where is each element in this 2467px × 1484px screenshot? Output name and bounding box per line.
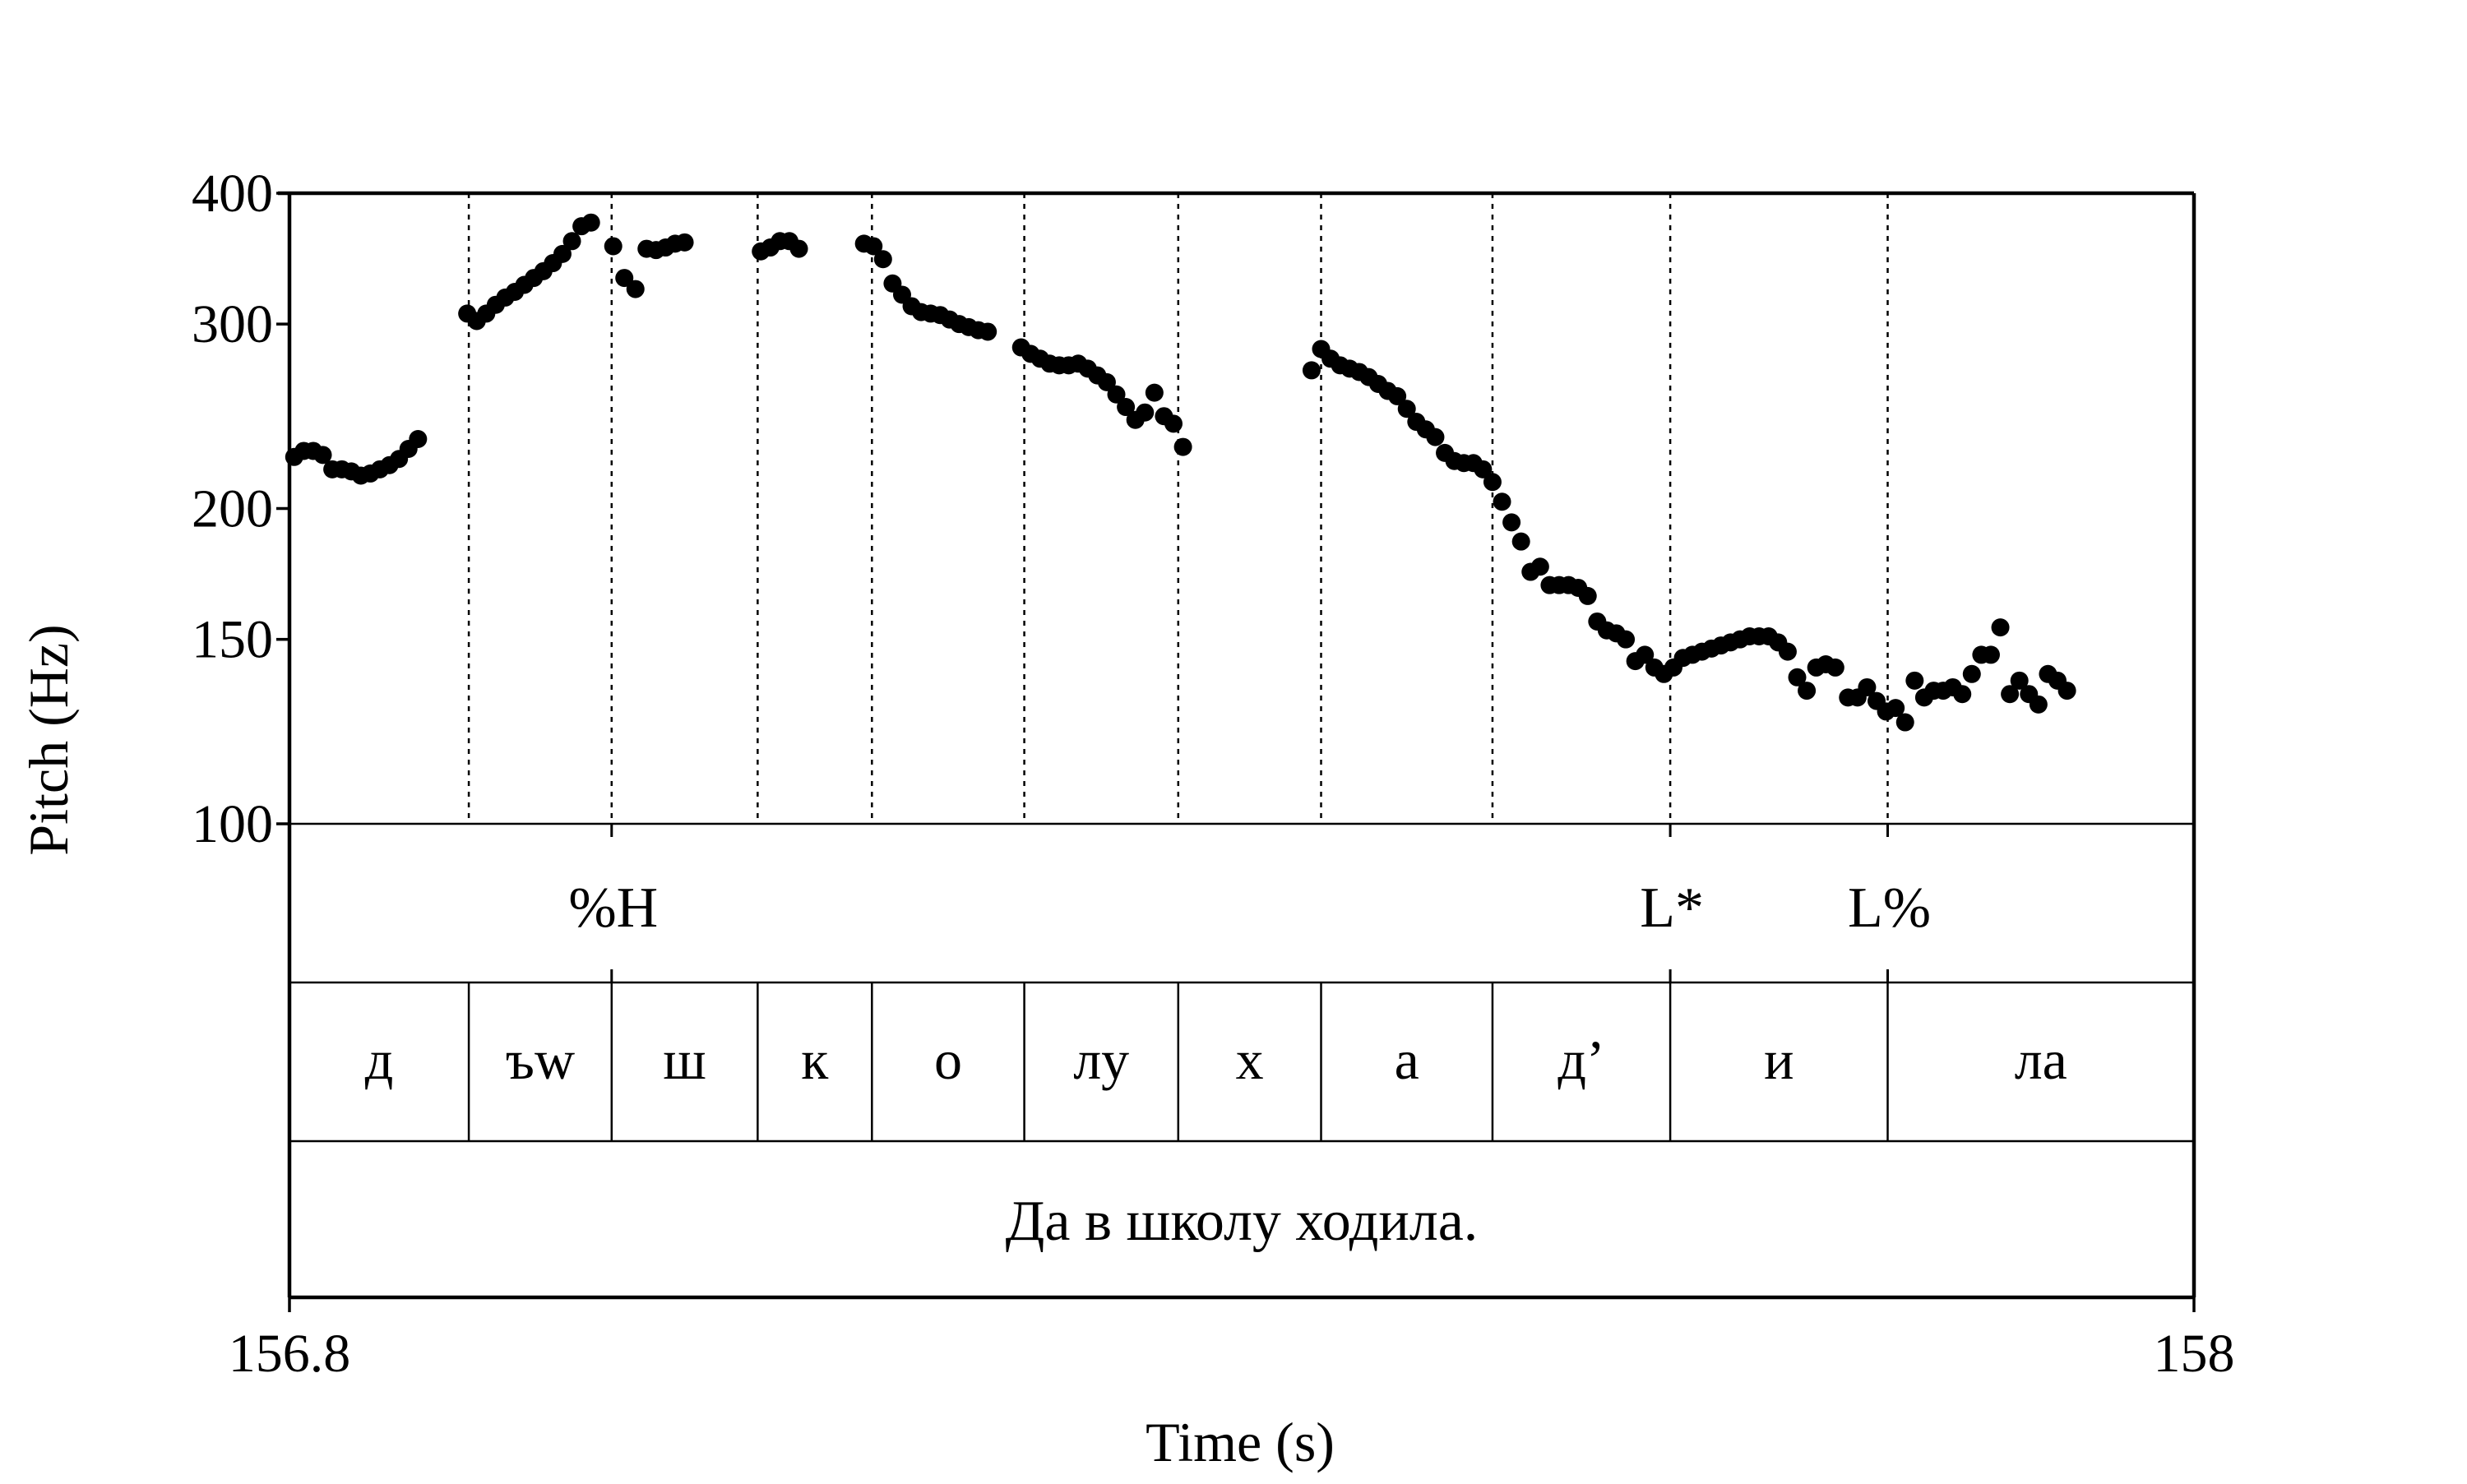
pitch-point (1895, 713, 1914, 732)
pitch-point (1981, 645, 2000, 664)
y-axis-title: Pitch (Hz) (17, 624, 80, 855)
pitch-point (1778, 642, 1797, 661)
pitch-point (1145, 383, 1164, 402)
pitch-point (615, 269, 634, 288)
pitch-point (553, 244, 572, 263)
segment-label: д (365, 1029, 394, 1091)
pitch-point (873, 250, 892, 269)
pitch-point (789, 239, 808, 258)
y-tick-label: 200 (192, 479, 273, 539)
pitch-point (864, 237, 883, 256)
tone-label: %H (568, 876, 658, 940)
segment-label: о (934, 1029, 962, 1091)
x-tick-label: 156.8 (229, 1324, 351, 1384)
pitch-point (1302, 361, 1321, 380)
pitch-point (1502, 513, 1521, 532)
segment-label: ла (2015, 1029, 2067, 1091)
pitch-point (1798, 682, 1817, 700)
pitch-point (1617, 630, 1636, 649)
pitch-point (1493, 492, 1511, 511)
y-tick-label: 300 (192, 294, 273, 354)
pitch-point (1388, 386, 1407, 405)
tone-label: L* (1640, 876, 1704, 940)
x-axis-title: Time (s) (1146, 1411, 1335, 1473)
pitch-point (1426, 428, 1445, 446)
segment-label: к (801, 1029, 829, 1091)
pitch-points (285, 213, 2076, 732)
pitch-point (2010, 671, 2029, 690)
pitch-point (1117, 398, 1136, 417)
pitch-point (1788, 668, 1807, 687)
annotation-tiers: %H L* L% д ъw ш к о лу х а д’ и ла Да в школу ходила. (365, 824, 2067, 1253)
pitch-point (604, 237, 623, 256)
y-tick-label: 400 (192, 164, 273, 224)
pitch-point (1397, 400, 1416, 418)
pitch-point (1511, 532, 1530, 551)
tone-label: L% (1848, 876, 1931, 940)
pitch-point (1886, 699, 1905, 718)
pitch-point (1136, 403, 1155, 422)
segment-label: ш (663, 1029, 706, 1091)
pitch-point (1905, 671, 1924, 690)
pitch-point (1953, 685, 1972, 704)
boundary-lines (467, 193, 1889, 824)
pitch-point (1164, 414, 1183, 433)
segment-label: д’ (1557, 1029, 1604, 1091)
pitch-point (562, 232, 581, 251)
plot-frame (278, 191, 2196, 1300)
pitch-point (2057, 682, 2076, 700)
pitch-point (1962, 664, 1981, 683)
pitch-point (1530, 557, 1549, 576)
y-tick-label: 150 (192, 610, 273, 670)
segment-label: а (1395, 1029, 1419, 1091)
segment-label: ъw (506, 1029, 575, 1091)
sentence-label: Да в школу ходила. (1006, 1190, 1479, 1253)
pitch-point (2001, 685, 2020, 704)
pitch-point (1474, 460, 1493, 478)
pitch-point (1991, 618, 2010, 637)
pitch-point (1097, 372, 1116, 391)
pitch-point (313, 446, 332, 465)
x-tick-label: 158 (2154, 1324, 2235, 1384)
pitch-point (409, 430, 428, 449)
pitch-point (1107, 385, 1126, 404)
segment-label: и (1764, 1029, 1794, 1091)
pitch-point (1483, 473, 1502, 492)
segment-label: лу (1073, 1029, 1129, 1091)
pitch-point (979, 322, 997, 341)
pitch-point (1173, 437, 1192, 456)
pitch-point (675, 233, 694, 252)
pitch-point (2029, 695, 2048, 714)
axis-ticks: 100 150 200 300 400 156.8 158 (192, 164, 2235, 1384)
segment-label: х (1236, 1029, 1264, 1091)
y-tick-label: 100 (192, 794, 273, 854)
pitch-point (626, 280, 645, 298)
pitch-point (1826, 658, 1844, 677)
pitch-point (1858, 677, 1877, 696)
pitch-point (1636, 645, 1655, 664)
pitch-point (1578, 586, 1597, 605)
pitch-point (581, 213, 600, 232)
